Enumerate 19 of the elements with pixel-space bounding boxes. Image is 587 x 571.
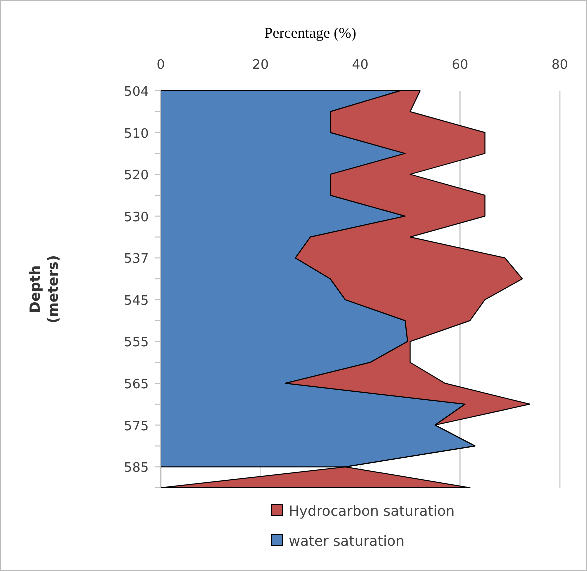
y-tick-label: 520 <box>124 168 149 184</box>
y-tick-label: 537 <box>124 252 149 268</box>
x-axis-title: Percentage (%) <box>264 26 357 42</box>
x-tick-label: 40 <box>352 58 369 73</box>
y-tick-label: 530 <box>124 210 149 226</box>
y-tick-label: 575 <box>124 419 149 434</box>
legend-label: water saturation <box>289 534 405 550</box>
x-tick-label: 80 <box>552 58 568 73</box>
y-tick-label: 510 <box>124 126 149 142</box>
y-tick-label: 504 <box>124 85 149 100</box>
y-tick-label: 555 <box>124 336 149 351</box>
x-tick-label: 20 <box>252 58 270 73</box>
y-tick-label: 545 <box>124 294 149 309</box>
x-tick-label: 0 <box>156 58 166 73</box>
y-tick-label: 565 <box>124 378 149 393</box>
y-axis-title: Depth (meters) <box>28 255 62 324</box>
y-tick-label: 585 <box>124 461 149 476</box>
x-tick-label: 60 <box>452 58 469 73</box>
legend-label: Hydrocarbon saturation <box>289 504 455 520</box>
